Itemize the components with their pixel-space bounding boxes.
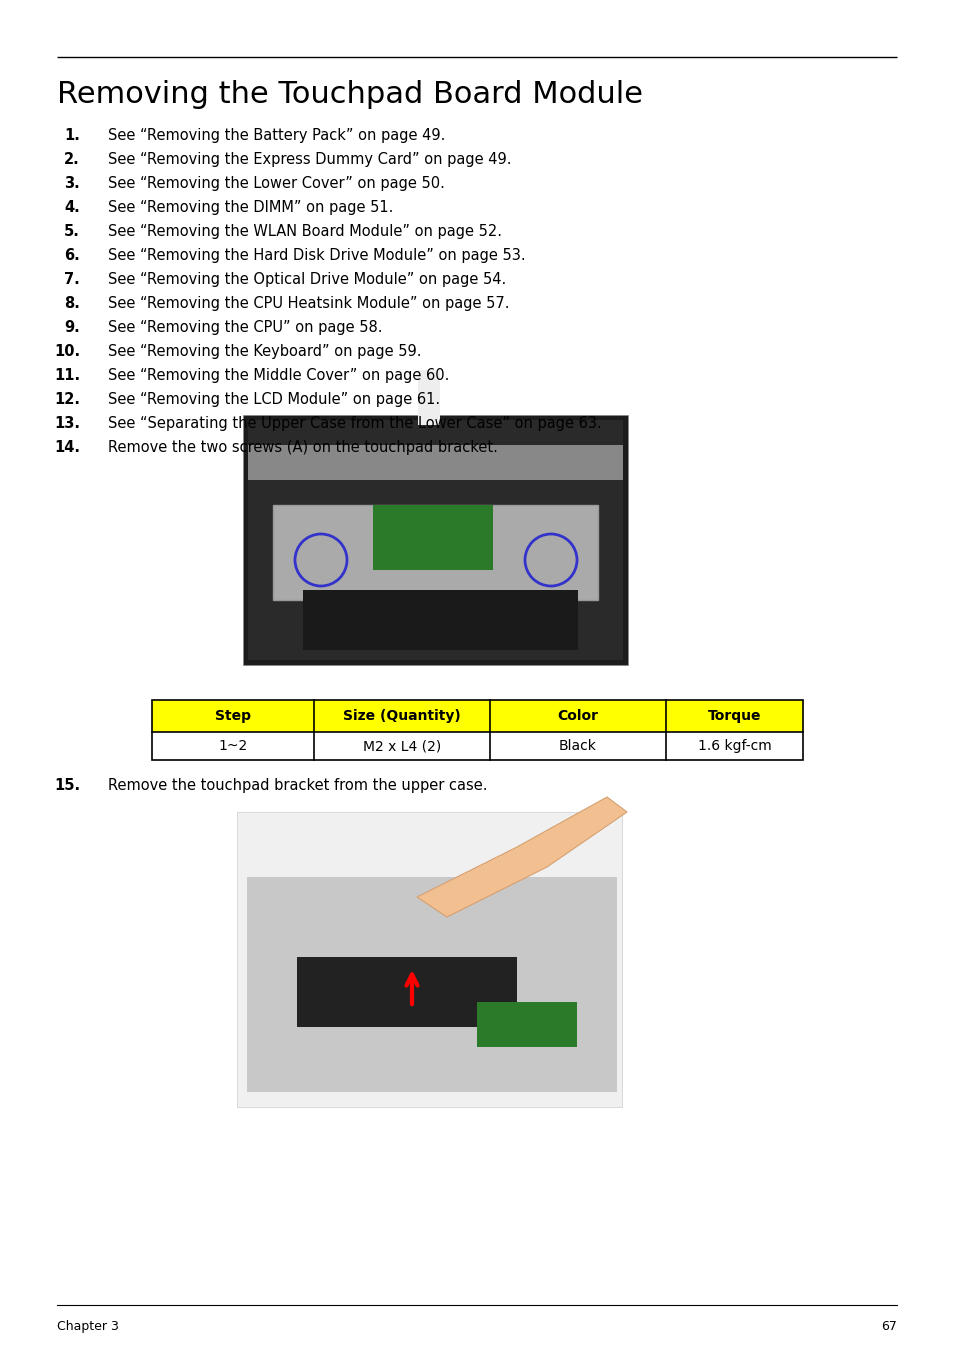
- Text: See “Removing the Keyboard” on page 59.: See “Removing the Keyboard” on page 59.: [108, 344, 421, 359]
- Text: See “Removing the LCD Module” on page 61.: See “Removing the LCD Module” on page 61…: [108, 392, 439, 406]
- Bar: [152, 701, 802, 760]
- Text: 14.: 14.: [54, 440, 80, 455]
- Text: Color: Color: [557, 709, 598, 724]
- Text: See “Removing the CPU Heatsink Module” on page 57.: See “Removing the CPU Heatsink Module” o…: [108, 296, 509, 310]
- Text: 4.: 4.: [64, 200, 80, 215]
- Bar: [273, 505, 598, 599]
- Text: 1.6 kgf-cm: 1.6 kgf-cm: [697, 738, 771, 753]
- Text: 67: 67: [881, 1320, 896, 1332]
- Text: Black: Black: [558, 738, 597, 753]
- Bar: [476, 1002, 577, 1048]
- Text: 10.: 10.: [53, 344, 80, 359]
- Text: 6.: 6.: [64, 248, 80, 263]
- Text: 1~2: 1~2: [218, 738, 248, 753]
- Text: 13.: 13.: [54, 416, 80, 431]
- Bar: [248, 446, 622, 481]
- Text: 9.: 9.: [64, 320, 80, 335]
- Text: Step: Step: [214, 709, 251, 724]
- Text: See “Removing the Middle Cover” on page 60.: See “Removing the Middle Cover” on page …: [108, 369, 449, 383]
- Text: 11.: 11.: [53, 369, 80, 383]
- Bar: [417, 370, 439, 425]
- Text: 7.: 7.: [64, 271, 80, 288]
- Bar: [247, 878, 617, 1092]
- Bar: [303, 590, 578, 649]
- Text: 5.: 5.: [64, 224, 80, 239]
- Bar: [248, 420, 622, 660]
- Text: Remove the two screws (A) on the touchpad bracket.: Remove the two screws (A) on the touchpa…: [108, 440, 497, 455]
- Text: See “Removing the Battery Pack” on page 49.: See “Removing the Battery Pack” on page …: [108, 128, 445, 143]
- Text: See “Removing the DIMM” on page 51.: See “Removing the DIMM” on page 51.: [108, 200, 393, 215]
- Text: See “Separating the Upper Case from the Lower Case” on page 63.: See “Separating the Upper Case from the …: [108, 416, 601, 431]
- Text: 12.: 12.: [54, 392, 80, 406]
- Text: See “Removing the CPU” on page 58.: See “Removing the CPU” on page 58.: [108, 320, 382, 335]
- Text: See “Removing the WLAN Board Module” on page 52.: See “Removing the WLAN Board Module” on …: [108, 224, 501, 239]
- Bar: [373, 505, 493, 570]
- Text: 15.: 15.: [53, 778, 80, 792]
- Text: 8.: 8.: [64, 296, 80, 310]
- Polygon shape: [416, 796, 626, 917]
- Text: See “Removing the Lower Cover” on page 50.: See “Removing the Lower Cover” on page 5…: [108, 176, 444, 190]
- Bar: [236, 811, 621, 1107]
- Text: Removing the Touchpad Board Module: Removing the Touchpad Board Module: [57, 80, 642, 109]
- Text: 1.: 1.: [64, 128, 80, 143]
- Text: See “Removing the Hard Disk Drive Module” on page 53.: See “Removing the Hard Disk Drive Module…: [108, 248, 525, 263]
- Text: 2.: 2.: [64, 153, 80, 167]
- Text: See “Removing the Optical Drive Module” on page 54.: See “Removing the Optical Drive Module” …: [108, 271, 506, 288]
- Text: Torque: Torque: [707, 709, 760, 724]
- Bar: [243, 414, 627, 666]
- Text: Chapter 3: Chapter 3: [57, 1320, 119, 1332]
- Text: M2 x L4 (2): M2 x L4 (2): [362, 738, 440, 753]
- Text: Size (Quantity): Size (Quantity): [343, 709, 460, 724]
- Text: See “Removing the Express Dummy Card” on page 49.: See “Removing the Express Dummy Card” on…: [108, 153, 511, 167]
- Bar: [152, 701, 802, 732]
- Text: Remove the touchpad bracket from the upper case.: Remove the touchpad bracket from the upp…: [108, 778, 487, 792]
- Text: 3.: 3.: [64, 176, 80, 190]
- Bar: [296, 957, 517, 1027]
